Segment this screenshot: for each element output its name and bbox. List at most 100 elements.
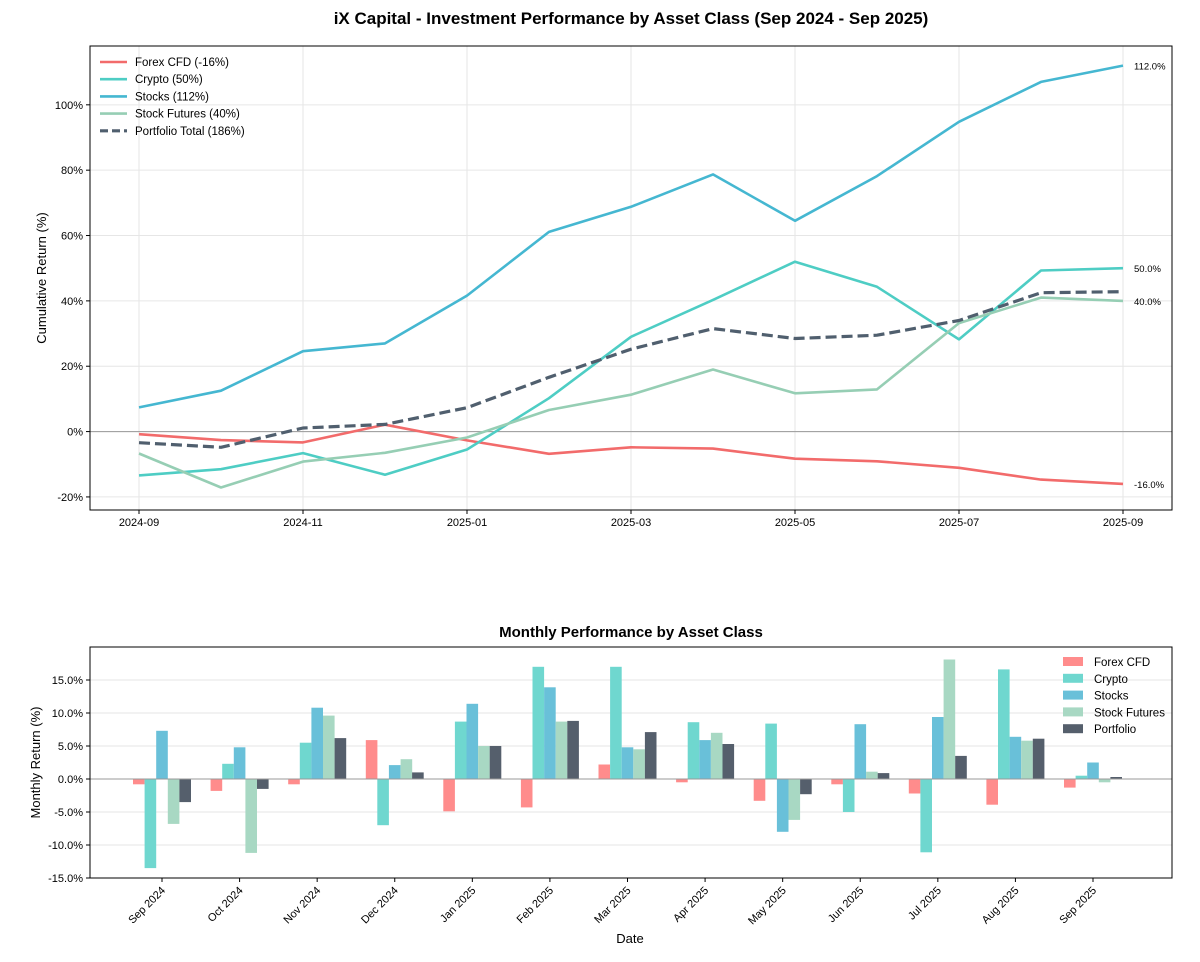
bar-crypto xyxy=(222,763,234,779)
bar-stock-futures xyxy=(1021,740,1033,779)
bar-portfolio xyxy=(877,773,890,779)
top-y-tick-label: 60% xyxy=(61,231,83,243)
bar-forex-cfd xyxy=(598,764,611,779)
top-chart-y-ticks: -20% 0% 20% 40% 60% 80% 100% xyxy=(55,100,90,504)
line-stock-futures-40 xyxy=(138,296,1124,489)
bar-portfolio xyxy=(567,720,579,779)
bar-forex-cfd xyxy=(676,779,688,783)
top-x-tick-label: 2025-09 xyxy=(1103,517,1143,529)
line-portfolio-total-186 xyxy=(138,290,1124,449)
bar-stocks xyxy=(621,747,634,779)
end-label-crypto-50: 50.0% xyxy=(1134,264,1161,275)
bar-portfolio xyxy=(1032,738,1045,779)
bar-stocks xyxy=(854,724,867,779)
bar-crypto xyxy=(687,722,700,779)
bar-forex-cfd xyxy=(520,779,533,808)
bottom-chart-legend: Forex CFD Crypto Stocks Stock Futures Portfo… xyxy=(1063,657,1165,736)
bar-stock-futures xyxy=(555,721,568,779)
bar-crypto xyxy=(920,779,932,853)
bottom-x-tick-label: Sep 2025 xyxy=(1057,885,1099,927)
legend-swatch-stock-futures xyxy=(1063,707,1083,717)
bottom-chart-x-axis-label: Date xyxy=(616,931,643,946)
legend-swatch-forex-cfd xyxy=(1063,657,1083,666)
top-chart-legend: Forex CFD (-16%) Crypto (50%) Stocks (112%… xyxy=(100,57,245,138)
bar-stock-futures xyxy=(633,749,645,779)
bottom-y-tick-label: -5.0% xyxy=(54,807,83,819)
line-crypto-50 xyxy=(138,260,1124,477)
legend-label-stocks-112: Stocks (112%) xyxy=(135,91,209,103)
bar-stock-futures xyxy=(710,732,723,779)
bar-crypto xyxy=(610,666,622,779)
bar-forex-cfd xyxy=(365,740,378,779)
bottom-x-tick-label: Sep 2024 xyxy=(126,885,168,927)
bar-stocks xyxy=(1009,736,1022,779)
bar-portfolio xyxy=(179,779,191,803)
top-chart-y-axis-label: Cumulative Return (%) xyxy=(34,212,49,344)
bar-portfolio xyxy=(489,746,502,779)
bottom-chart-bars xyxy=(133,659,1122,869)
bar-crypto xyxy=(299,742,312,779)
bar-portfolio xyxy=(1110,777,1122,779)
bar-stocks xyxy=(311,707,323,779)
top-y-tick-label: 0% xyxy=(67,427,83,439)
top-x-tick-label: 2025-05 xyxy=(775,517,815,529)
bar-stock-futures xyxy=(788,779,801,820)
bar-portfolio xyxy=(722,744,735,779)
bottom-y-tick-label: 5.0% xyxy=(58,741,83,753)
bar-portfolio xyxy=(257,779,269,789)
end-label-stock-futures-40: 40.0% xyxy=(1134,297,1161,308)
bar-crypto xyxy=(998,669,1010,779)
legend-label-crypto: Crypto xyxy=(1094,674,1128,686)
bottom-y-tick-label: -10.0% xyxy=(48,840,83,852)
bar-portfolio xyxy=(412,772,424,779)
top-x-tick-label: 2025-01 xyxy=(447,517,487,529)
bar-crypto xyxy=(532,666,545,779)
top-chart-series xyxy=(138,64,1124,489)
legend-label-stocks: Stocks xyxy=(1094,691,1129,703)
bar-forex-cfd xyxy=(908,779,921,794)
bar-portfolio xyxy=(955,755,967,779)
bar-forex-cfd xyxy=(986,779,998,805)
top-chart-end-labels: -16.0% 50.0% 112.0% 40.0% xyxy=(1134,62,1166,491)
bar-stock-futures xyxy=(866,771,878,779)
bar-portfolio xyxy=(644,732,657,779)
bar-forex-cfd xyxy=(288,779,300,785)
legend-label-stock-futures-40: Stock Futures (40%) xyxy=(135,109,240,121)
legend-label-stock-futures: Stock Futures xyxy=(1094,707,1165,719)
legend-label-portfolio: Portfolio xyxy=(1094,724,1136,736)
top-y-tick-label: 100% xyxy=(55,100,83,112)
bar-stocks xyxy=(932,717,944,779)
bar-stocks xyxy=(544,687,556,779)
legend-label-forex-cfd: Forex CFD xyxy=(1094,657,1150,669)
top-y-tick-label: 20% xyxy=(61,361,83,373)
bar-stock-futures xyxy=(478,746,490,779)
bottom-x-tick-label: Nov 2024 xyxy=(282,885,324,927)
bottom-x-tick-label: Apr 2025 xyxy=(671,885,711,925)
legend-label-crypto-50: Crypto (50%) xyxy=(135,74,203,86)
bar-forex-cfd xyxy=(831,779,843,785)
bar-stocks xyxy=(1087,762,1099,779)
bottom-chart-y-axis-label: Monthly Return (%) xyxy=(28,707,43,819)
top-chart-title: iX Capital - Investment Performance by A… xyxy=(334,9,929,28)
bottom-x-tick-label: Aug 2025 xyxy=(980,885,1022,927)
top-y-tick-label: 40% xyxy=(61,296,83,308)
bottom-x-tick-label: May 2025 xyxy=(746,885,789,928)
top-y-tick-label: 80% xyxy=(61,165,83,177)
line-forex-cfd-16 xyxy=(138,423,1124,486)
bar-forex-cfd xyxy=(1064,779,1076,788)
top-y-tick-label: -20% xyxy=(57,492,83,504)
bottom-y-tick-label: 15.0% xyxy=(52,675,83,687)
bottom-chart-title: Monthly Performance by Asset Class xyxy=(499,624,763,641)
legend-label-portfolio-total-186: Portfolio Total (186%) xyxy=(135,126,245,138)
bottom-x-tick-label: Mar 2025 xyxy=(592,885,633,926)
bar-stock-futures xyxy=(167,779,180,824)
bar-stock-futures xyxy=(245,779,257,853)
bar-crypto xyxy=(842,779,855,812)
bottom-x-tick-label: Jan 2025 xyxy=(438,885,478,925)
bar-forex-cfd xyxy=(443,779,455,812)
bar-stock-futures xyxy=(400,759,413,779)
bar-forex-cfd xyxy=(753,779,766,801)
bar-portfolio xyxy=(334,738,347,779)
legend-swatch-stocks xyxy=(1063,690,1083,700)
